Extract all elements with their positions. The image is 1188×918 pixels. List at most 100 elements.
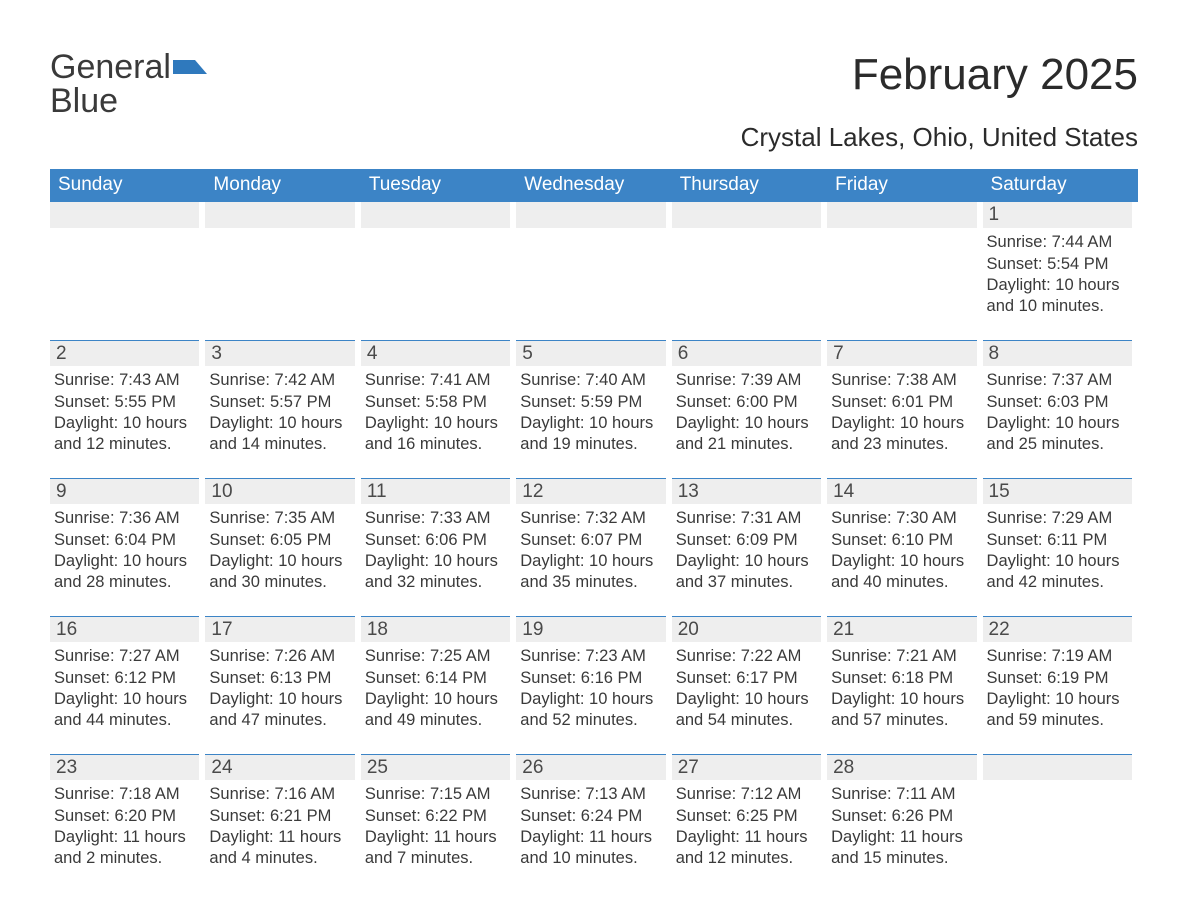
day-number: 16 (50, 616, 199, 642)
day-number: 15 (983, 478, 1132, 504)
page-title: February 2025 (852, 50, 1138, 100)
day-number (50, 202, 199, 228)
sunrise-text: Sunrise: 7:16 AM (209, 784, 352, 805)
daylight-text: Daylight: 10 hours and 25 minutes. (987, 413, 1130, 454)
calendar-day: 23Sunrise: 7:18 AMSunset: 6:20 PMDayligh… (50, 754, 205, 872)
sunset-text: Sunset: 6:03 PM (987, 392, 1130, 413)
header: General Blue February 2025 (50, 50, 1138, 118)
sunset-text: Sunset: 6:14 PM (365, 668, 508, 689)
logo-word2: Blue (50, 84, 171, 118)
sunset-text: Sunset: 6:24 PM (520, 806, 663, 827)
daylight-text: Daylight: 11 hours and 15 minutes. (831, 827, 974, 868)
day-details: Sunrise: 7:30 AMSunset: 6:10 PMDaylight:… (827, 504, 976, 593)
calendar-day: 19Sunrise: 7:23 AMSunset: 6:16 PMDayligh… (516, 616, 671, 734)
day-details: Sunrise: 7:27 AMSunset: 6:12 PMDaylight:… (50, 642, 199, 731)
sunrise-text: Sunrise: 7:35 AM (209, 508, 352, 529)
sunrise-text: Sunrise: 7:21 AM (831, 646, 974, 667)
day-number: 11 (361, 478, 510, 504)
sunrise-text: Sunrise: 7:44 AM (987, 232, 1130, 253)
sunset-text: Sunset: 5:54 PM (987, 254, 1130, 275)
day-details: Sunrise: 7:15 AMSunset: 6:22 PMDaylight:… (361, 780, 510, 869)
sunrise-text: Sunrise: 7:40 AM (520, 370, 663, 391)
sunrise-text: Sunrise: 7:22 AM (676, 646, 819, 667)
calendar-day: 3Sunrise: 7:42 AMSunset: 5:57 PMDaylight… (205, 340, 360, 458)
day-details: Sunrise: 7:25 AMSunset: 6:14 PMDaylight:… (361, 642, 510, 731)
calendar-day: 10Sunrise: 7:35 AMSunset: 6:05 PMDayligh… (205, 478, 360, 596)
day-number: 22 (983, 616, 1132, 642)
day-details: Sunrise: 7:40 AMSunset: 5:59 PMDaylight:… (516, 366, 665, 455)
day-details: Sunrise: 7:43 AMSunset: 5:55 PMDaylight:… (50, 366, 199, 455)
calendar-day: 2Sunrise: 7:43 AMSunset: 5:55 PMDaylight… (50, 340, 205, 458)
calendar-day: 17Sunrise: 7:26 AMSunset: 6:13 PMDayligh… (205, 616, 360, 734)
calendar-day: 21Sunrise: 7:21 AMSunset: 6:18 PMDayligh… (827, 616, 982, 734)
calendar-day: 4Sunrise: 7:41 AMSunset: 5:58 PMDaylight… (361, 340, 516, 458)
daylight-text: Daylight: 10 hours and 40 minutes. (831, 551, 974, 592)
flag-icon (173, 56, 207, 80)
location-text: Crystal Lakes, Ohio, United States (50, 122, 1138, 153)
weekday-label: Friday (827, 169, 982, 202)
day-number: 7 (827, 340, 976, 366)
sunrise-text: Sunrise: 7:13 AM (520, 784, 663, 805)
sunrise-text: Sunrise: 7:38 AM (831, 370, 974, 391)
sunset-text: Sunset: 6:26 PM (831, 806, 974, 827)
day-details: Sunrise: 7:19 AMSunset: 6:19 PMDaylight:… (983, 642, 1132, 731)
calendar-week: 1Sunrise: 7:44 AMSunset: 5:54 PMDaylight… (50, 202, 1138, 320)
calendar-day: 5Sunrise: 7:40 AMSunset: 5:59 PMDaylight… (516, 340, 671, 458)
calendar-day: 20Sunrise: 7:22 AMSunset: 6:17 PMDayligh… (672, 616, 827, 734)
day-number: 8 (983, 340, 1132, 366)
sunset-text: Sunset: 6:25 PM (676, 806, 819, 827)
day-number: 21 (827, 616, 976, 642)
daylight-text: Daylight: 11 hours and 7 minutes. (365, 827, 508, 868)
day-number: 5 (516, 340, 665, 366)
day-number: 10 (205, 478, 354, 504)
calendar-day: 28Sunrise: 7:11 AMSunset: 6:26 PMDayligh… (827, 754, 982, 872)
daylight-text: Daylight: 10 hours and 32 minutes. (365, 551, 508, 592)
day-number: 13 (672, 478, 821, 504)
day-number (205, 202, 354, 228)
day-number: 6 (672, 340, 821, 366)
daylight-text: Daylight: 10 hours and 47 minutes. (209, 689, 352, 730)
day-number (516, 202, 665, 228)
sunset-text: Sunset: 6:09 PM (676, 530, 819, 551)
sunrise-text: Sunrise: 7:19 AM (987, 646, 1130, 667)
sunset-text: Sunset: 6:00 PM (676, 392, 819, 413)
calendar-day (672, 202, 827, 320)
daylight-text: Daylight: 10 hours and 35 minutes. (520, 551, 663, 592)
day-number: 14 (827, 478, 976, 504)
day-details: Sunrise: 7:11 AMSunset: 6:26 PMDaylight:… (827, 780, 976, 869)
daylight-text: Daylight: 11 hours and 10 minutes. (520, 827, 663, 868)
daylight-text: Daylight: 11 hours and 12 minutes. (676, 827, 819, 868)
day-number: 27 (672, 754, 821, 780)
day-number: 25 (361, 754, 510, 780)
daylight-text: Daylight: 10 hours and 16 minutes. (365, 413, 508, 454)
day-details: Sunrise: 7:35 AMSunset: 6:05 PMDaylight:… (205, 504, 354, 593)
day-details: Sunrise: 7:23 AMSunset: 6:16 PMDaylight:… (516, 642, 665, 731)
sunrise-text: Sunrise: 7:30 AM (831, 508, 974, 529)
calendar-day (205, 202, 360, 320)
calendar-day: 11Sunrise: 7:33 AMSunset: 6:06 PMDayligh… (361, 478, 516, 596)
calendar-day: 8Sunrise: 7:37 AMSunset: 6:03 PMDaylight… (983, 340, 1138, 458)
daylight-text: Daylight: 10 hours and 10 minutes. (987, 275, 1130, 316)
day-details: Sunrise: 7:32 AMSunset: 6:07 PMDaylight:… (516, 504, 665, 593)
day-details: Sunrise: 7:38 AMSunset: 6:01 PMDaylight:… (827, 366, 976, 455)
sunset-text: Sunset: 6:11 PM (987, 530, 1130, 551)
calendar-week: 23Sunrise: 7:18 AMSunset: 6:20 PMDayligh… (50, 754, 1138, 872)
logo: General Blue (50, 50, 207, 118)
daylight-text: Daylight: 10 hours and 14 minutes. (209, 413, 352, 454)
day-details: Sunrise: 7:29 AMSunset: 6:11 PMDaylight:… (983, 504, 1132, 593)
day-details: Sunrise: 7:26 AMSunset: 6:13 PMDaylight:… (205, 642, 354, 731)
weekday-label: Tuesday (361, 169, 516, 202)
calendar-day: 16Sunrise: 7:27 AMSunset: 6:12 PMDayligh… (50, 616, 205, 734)
day-number (827, 202, 976, 228)
day-details: Sunrise: 7:36 AMSunset: 6:04 PMDaylight:… (50, 504, 199, 593)
calendar-day: 1Sunrise: 7:44 AMSunset: 5:54 PMDaylight… (983, 202, 1138, 320)
weekday-label: Sunday (50, 169, 205, 202)
day-number: 3 (205, 340, 354, 366)
daylight-text: Daylight: 11 hours and 2 minutes. (54, 827, 197, 868)
sunset-text: Sunset: 6:07 PM (520, 530, 663, 551)
calendar-day: 18Sunrise: 7:25 AMSunset: 6:14 PMDayligh… (361, 616, 516, 734)
sunset-text: Sunset: 6:10 PM (831, 530, 974, 551)
sunrise-text: Sunrise: 7:36 AM (54, 508, 197, 529)
sunset-text: Sunset: 5:57 PM (209, 392, 352, 413)
sunrise-text: Sunrise: 7:39 AM (676, 370, 819, 391)
